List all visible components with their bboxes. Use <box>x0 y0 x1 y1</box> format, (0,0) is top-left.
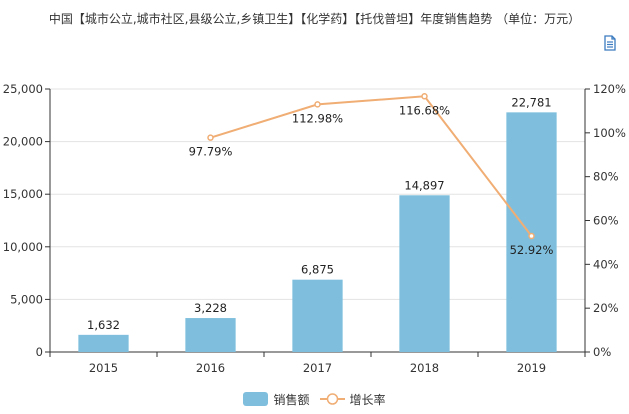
bar <box>185 318 236 352</box>
legend-label-growth: 增长率 <box>349 392 386 407</box>
growth-point <box>207 134 214 141</box>
y-left-tick-label: 0 <box>36 345 43 359</box>
legend-item-growth[interactable]: 增长率 <box>319 391 386 408</box>
bar-data-label: 6,875 <box>301 263 334 277</box>
growth-point <box>421 93 428 100</box>
document-icon[interactable] <box>601 34 619 52</box>
bar-data-label: 1,632 <box>87 318 120 332</box>
bar-data-label: 22,781 <box>511 95 551 109</box>
growth-data-label: 52.92% <box>510 243 554 257</box>
x-tick-label: 2019 <box>517 361 546 375</box>
x-tick-label: 2018 <box>410 361 439 375</box>
legend-bar-swatch <box>243 392 269 406</box>
bar <box>506 112 557 353</box>
growth-point <box>528 232 535 240</box>
bar-data-label: 3,228 <box>194 301 227 315</box>
y-right-tick-label: 0% <box>593 345 611 359</box>
legend-label-sales: 销售额 <box>273 392 310 407</box>
bar <box>292 279 343 352</box>
growth-data-label: 97.79% <box>189 145 233 159</box>
x-tick-label: 2016 <box>196 361 225 375</box>
x-tick-label: 2015 <box>89 361 118 375</box>
y-right-tick-label: 60% <box>593 214 619 228</box>
growth-data-label: 116.68% <box>399 103 450 117</box>
y-right-tick-label: 20% <box>593 301 619 315</box>
chart-title: 中国【城市公立,城市社区,县级公立,乡镇卫生】【化学药】【托伐普坦】年度销售趋势… <box>48 12 581 26</box>
growth-line <box>210 95 533 237</box>
growth-point <box>314 101 321 108</box>
bar <box>399 195 450 352</box>
legend-line-swatch <box>319 393 345 405</box>
y-left-tick-label: 5,000 <box>10 292 43 306</box>
y-right-tick-label: 40% <box>593 257 619 271</box>
x-tick-label: 2017 <box>303 361 332 375</box>
y-left-tick-label: 25,000 <box>3 82 43 96</box>
legend-item-sales[interactable]: 销售额 <box>243 391 310 408</box>
y-left-tick-label: 15,000 <box>3 187 43 201</box>
bar <box>78 334 129 352</box>
y-right-tick-label: 80% <box>593 170 619 184</box>
bar-data-label: 14,897 <box>404 178 444 192</box>
y-left-tick-label: 20,000 <box>3 135 43 149</box>
growth-data-label: 112.98% <box>292 111 343 125</box>
y-left-tick-label: 10,000 <box>3 240 43 254</box>
y-right-tick-label: 120% <box>593 82 626 96</box>
legend: 销售额 增长率 <box>0 389 629 409</box>
y-right-tick-label: 100% <box>593 126 626 140</box>
